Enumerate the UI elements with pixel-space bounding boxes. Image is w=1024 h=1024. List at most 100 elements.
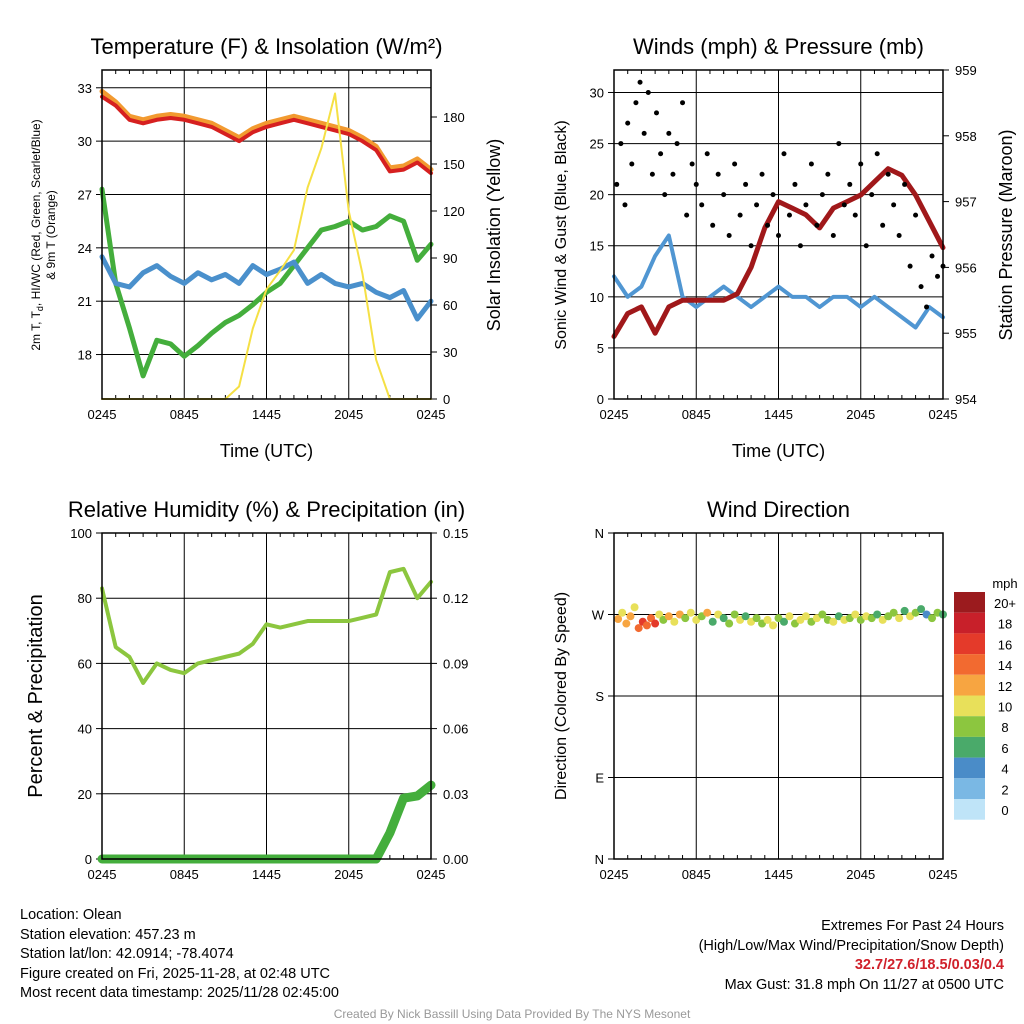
x-axis-label: Time (UTC)	[220, 441, 313, 461]
y-tick-label: N	[595, 852, 604, 867]
gust-point	[808, 161, 814, 167]
y-tick-label: 20	[590, 188, 604, 203]
colorbar-box	[954, 592, 985, 613]
direction-point	[618, 608, 627, 617]
gust-point	[653, 110, 659, 116]
gust-point	[748, 243, 754, 249]
direction-point	[651, 619, 660, 628]
panel-title: Temperature (F) & Insolation (W/m²)	[90, 34, 442, 59]
right-y-tick-label: 60	[443, 298, 457, 313]
gust-point	[674, 141, 680, 147]
gust-point	[830, 233, 836, 239]
gust-point	[803, 202, 809, 208]
gust-point	[902, 181, 908, 187]
right-y-axis-label: Solar Insolation (Yellow)	[484, 139, 504, 331]
y-tick-label: 0	[85, 852, 92, 867]
label-part: , HI/WC (Red, Green, Scarlet/Blue)	[29, 119, 43, 306]
direction-point	[719, 614, 728, 623]
direction-point	[622, 619, 631, 628]
gust-point	[629, 161, 635, 167]
series-pressure	[611, 166, 946, 339]
right-y-tick-label: 30	[443, 345, 457, 360]
right-y-tick-label: 180	[443, 110, 465, 125]
y-tick-label: 27	[78, 187, 92, 202]
right-y-tick-label: 0.15	[443, 526, 468, 541]
x-tick-label: 0245	[929, 407, 958, 422]
direction-point	[889, 608, 898, 617]
gust-point	[625, 120, 631, 126]
gust-point	[743, 181, 749, 187]
direction-point	[801, 612, 810, 621]
right-y-tick-label: 120	[443, 204, 465, 219]
x-tick-label: 0845	[682, 867, 711, 882]
colorbar-box	[954, 716, 985, 737]
y-tick-label: 40	[78, 722, 92, 737]
panel-title: Winds (mph) & Pressure (mb)	[633, 34, 924, 59]
gust-point	[770, 192, 776, 198]
direction-point	[708, 617, 717, 626]
gust-point	[907, 263, 913, 269]
direction-point	[873, 610, 882, 619]
extremes-info: Extremes For Past 24 Hours (High/Low/Max…	[699, 917, 1004, 995]
direction-point	[647, 614, 656, 623]
x-tick-label: 0245	[929, 867, 958, 882]
direction-point	[763, 615, 772, 624]
y-tick-label: 0	[597, 392, 604, 407]
y-tick-label: N	[595, 526, 604, 541]
colorbar-box	[954, 799, 985, 820]
right-y-tick-label: 90	[443, 251, 457, 266]
direction-point	[655, 610, 664, 619]
direction-point	[818, 610, 827, 619]
gust-point	[852, 212, 858, 218]
gust-point	[786, 212, 792, 218]
direction-point	[725, 619, 734, 628]
gust-point	[765, 222, 771, 228]
x-tick-label: 2045	[846, 867, 875, 882]
gust-point	[858, 161, 864, 167]
label-part: 2m T, T	[29, 310, 43, 350]
colorbar-label: 2	[1001, 782, 1008, 797]
plot-border	[101, 532, 432, 860]
gust-point	[645, 89, 651, 95]
x-tick-label: 1445	[252, 407, 281, 422]
direction-point	[895, 614, 904, 623]
gust-point	[814, 222, 820, 228]
gust-point	[869, 192, 875, 198]
direction-point	[670, 617, 679, 626]
credit: Created By Nick Bassill Using Data Provi…	[333, 1007, 691, 1021]
plot-border	[613, 532, 944, 860]
right-y-tick-label: 957	[955, 195, 977, 210]
gust-point	[819, 192, 825, 198]
y-tick-label: 30	[590, 85, 604, 100]
right-y-tick-label: 0.09	[443, 656, 468, 671]
y-tick-label: 10	[590, 290, 604, 305]
x-tick-label: 2045	[334, 407, 363, 422]
y-tick-label: 18	[78, 348, 92, 363]
colorbar-label: 0	[1001, 803, 1008, 818]
colorbar-box	[954, 736, 985, 758]
gust-point	[792, 181, 798, 187]
direction-point	[829, 617, 838, 626]
gust-point	[721, 192, 727, 198]
y-tick-label: 24	[78, 241, 92, 256]
gust-point	[924, 304, 930, 310]
y-tick-label: 15	[590, 239, 604, 254]
gust-point	[913, 212, 919, 218]
y-tick-label: S	[595, 689, 604, 704]
right-y-tick-label: 959	[955, 63, 977, 78]
plot-border	[613, 69, 944, 400]
y-tick-label: W	[592, 608, 605, 623]
left-y-axis-label: 2m T, Td, HI/WC (Red, Green, Scarlet/Blu…	[29, 119, 45, 350]
colorbar-label: 18	[998, 617, 1012, 632]
gust-point	[825, 171, 831, 177]
gust-point	[658, 151, 664, 157]
extremes-values: 32.7/27.6/18.5/0.03/0.4	[854, 957, 1004, 973]
gust-point	[754, 202, 760, 208]
x-tick-label: 0245	[600, 407, 629, 422]
right-y-tick-label: 150	[443, 157, 465, 172]
right-y-tick-label: 954	[955, 392, 977, 407]
gust-point	[781, 151, 787, 157]
gust-point	[618, 141, 624, 147]
gust-point	[896, 233, 902, 239]
